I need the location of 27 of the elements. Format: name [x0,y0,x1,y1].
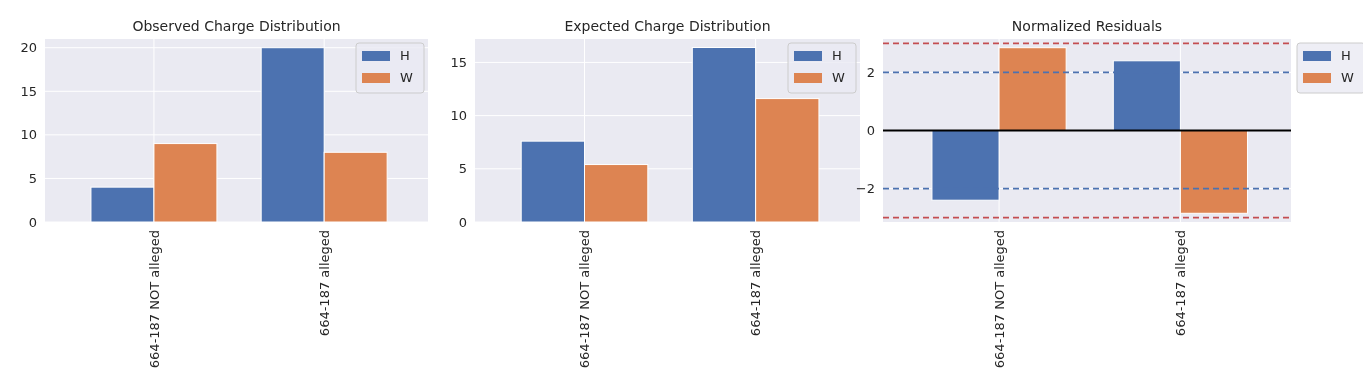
x-tick-label: 664-187 alleged [1172,230,1188,337]
x-tick-label: 664-187 NOT alleged [577,230,593,369]
x-tick-label: 664-187 NOT alleged [991,230,1007,369]
chart-title: Observed Charge Distribution [132,18,341,34]
y-tick-label: −2 [855,181,875,197]
y-tick-label: 15 [450,54,467,70]
legend-label: H [1341,48,1351,63]
x-tick-label: 664-187 NOT alleged [146,230,162,369]
y-tick-label: 15 [20,83,37,99]
y-tick-label: 5 [458,161,467,177]
y-tick-label: 10 [20,127,37,143]
legend-label: W [832,70,845,85]
y-tick-label: 0 [458,214,467,230]
legend-label: W [1341,70,1354,85]
y-tick-label: 2 [866,64,875,80]
legend-label: H [400,48,410,63]
y-tick-label: 5 [28,170,37,186]
x-tick-label: 664-187 alleged [748,230,764,337]
x-tick-label: 664-187 alleged [316,230,332,337]
legend-label: H [832,48,842,63]
chart-title: Expected Charge Distribution [564,18,771,34]
y-tick-label: 0 [866,123,875,139]
legend-label: W [400,70,413,85]
y-tick-label: 0 [28,214,37,230]
chart-title: Normalized Residuals [1011,18,1163,34]
y-tick-label: 20 [20,40,37,56]
y-tick-label: 10 [450,108,467,124]
